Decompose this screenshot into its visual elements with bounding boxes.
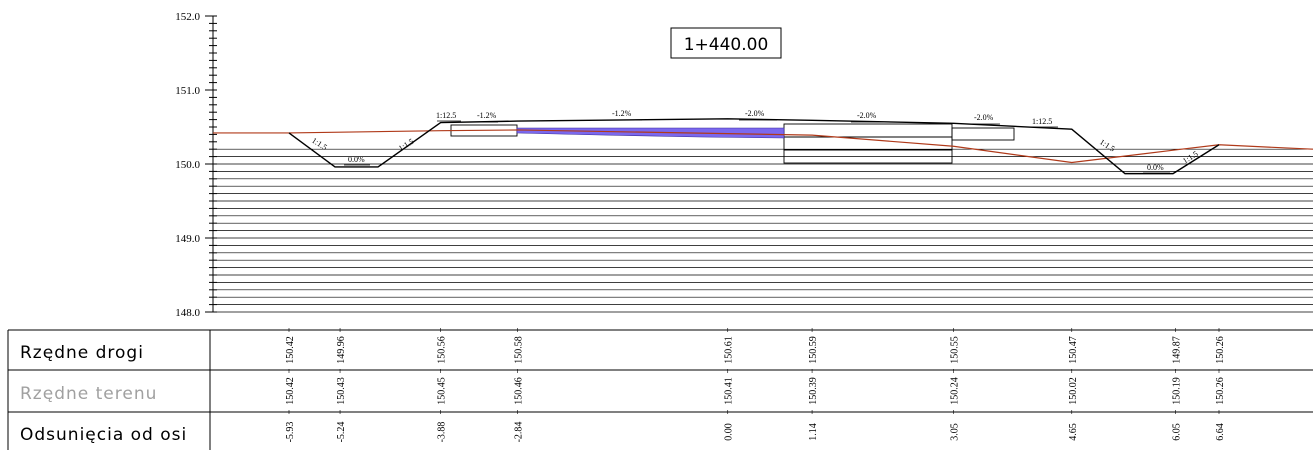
axis-tick-label: 149.0 — [175, 233, 200, 245]
fill-area — [516, 127, 785, 139]
offset-value: 0.00 — [724, 423, 735, 441]
slope-label: 1:1.5 — [397, 137, 416, 153]
axis-tick-label: 152.0 — [175, 11, 200, 23]
terrain-line — [213, 129, 1313, 164]
offset-value: 6.64 — [1215, 423, 1226, 441]
offset-value: -5.24 — [336, 422, 347, 443]
pavement-layers — [450, 123, 1015, 164]
road-elevation-value: 150.59 — [808, 336, 819, 364]
table-row-label-terrain: Rzędne terenu — [20, 384, 157, 404]
terrain-elevation-value: 150.26 — [1215, 377, 1226, 405]
offset-value: -2.84 — [514, 422, 525, 443]
slope-label: 1:12.5 — [1032, 117, 1052, 126]
road-elevation-value: 150.58 — [514, 336, 525, 364]
terrain-elevation-value: 150.42 — [285, 377, 296, 405]
road-elevation-value: 150.56 — [437, 336, 448, 364]
road-elevation-value: 150.47 — [1068, 336, 1079, 364]
station-label-box — [670, 27, 782, 59]
table-values: 150.42 149.96 150.56 150.58 150.61 150.59 150.… — [285, 328, 1226, 442]
offset-value: -5.93 — [285, 422, 296, 443]
offset-value: 4.65 — [1068, 423, 1079, 441]
offset-value: 3.05 — [949, 423, 960, 441]
axis-tick-label: 151.0 — [175, 85, 200, 97]
road-line — [288, 118, 1220, 175]
road-elevation-value: 150.55 — [949, 336, 960, 364]
slope-label: -1.2% — [612, 109, 632, 118]
elevation-grid — [213, 148, 1313, 313]
terrain-elevation-value: 150.39 — [808, 377, 819, 405]
slope-label: -2.0% — [745, 109, 765, 118]
offset-value: -3.88 — [437, 422, 448, 443]
table-row-label-road: Rzędne drogi — [20, 343, 144, 363]
elevation-axis-ticks — [205, 15, 217, 313]
elevation-axis-labels: 152.0 151.0 150.0 149.0 148.0 — [175, 11, 200, 319]
terrain-elevation-value: 150.02 — [1068, 377, 1079, 405]
slope-label: -2.0% — [857, 111, 877, 120]
road-elevation-value: 150.42 — [285, 336, 296, 364]
terrain-elevation-value: 150.19 — [1171, 377, 1182, 405]
slope-label: 1:12.5 — [436, 111, 456, 120]
pavement-layer-shoulder-right — [951, 127, 1015, 141]
terrain-elevation-value: 150.24 — [949, 377, 960, 405]
station-label: 1+440.00 — [684, 35, 769, 55]
road-elevation-value: 150.26 — [1215, 336, 1226, 364]
slope-label: 1:1.5 — [310, 136, 329, 152]
table-row-label-offset: Odsunięcia od osi — [20, 425, 187, 445]
road-elevation-value: 149.96 — [336, 336, 347, 364]
slope-label: 0.0% — [348, 155, 365, 164]
road-elevation-value: 150.61 — [724, 336, 735, 364]
slope-label: -1.2% — [477, 111, 497, 120]
road-elevation-value: 149.87 — [1171, 336, 1182, 364]
axis-tick-label: 148.0 — [175, 307, 200, 319]
slope-label: 1:1.5 — [1098, 137, 1117, 153]
terrain-elevation-value: 150.43 — [336, 377, 347, 405]
axis-tick-label: 150.0 — [175, 159, 200, 171]
terrain-elevation-value: 150.46 — [514, 377, 525, 405]
offset-value: 1.14 — [808, 423, 819, 441]
offset-value: 6.05 — [1171, 423, 1182, 441]
slope-label: 0.0% — [1147, 163, 1164, 172]
data-table — [7, 329, 1313, 450]
terrain-elevation-value: 150.45 — [437, 377, 448, 405]
terrain-elevation-value: 150.41 — [724, 377, 735, 405]
slope-annotations: 1:1.5 0.0% 1:1.5 1:12.5 -1.2% -1.2% -2.0… — [310, 109, 1200, 174]
slope-label: -2.0% — [974, 113, 994, 122]
pavement-layer-right-3 — [783, 149, 953, 164]
